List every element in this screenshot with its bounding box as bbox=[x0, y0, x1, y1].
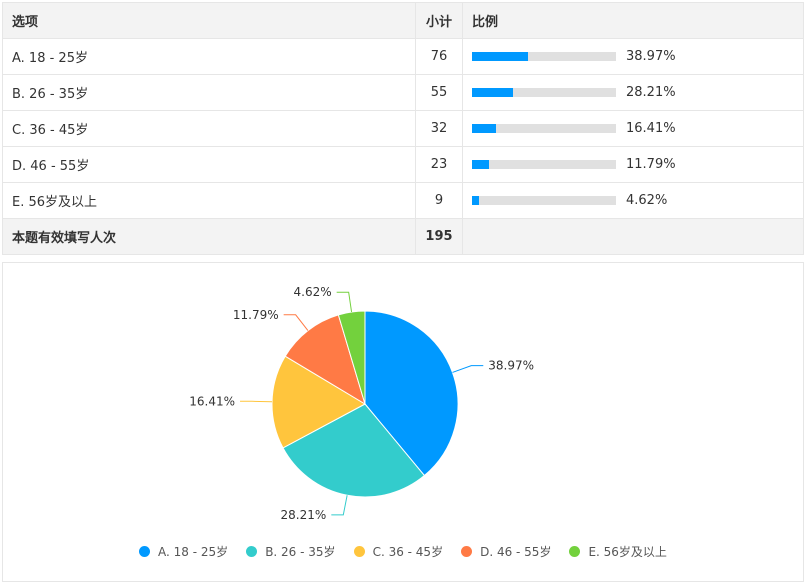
results-table: 选项 小计 比例 A. 18 - 25岁 76 38.97% B. 26 - 35岁 55 2… bbox=[2, 2, 804, 255]
option-count: 23 bbox=[415, 146, 463, 183]
option-percent: 16.41% bbox=[626, 121, 676, 136]
leader-line bbox=[336, 291, 353, 313]
option-percent: 28.21% bbox=[626, 85, 676, 100]
progress-bar bbox=[472, 124, 616, 133]
total-label: 本题有效填写人次 bbox=[2, 218, 416, 255]
progress-fill bbox=[472, 196, 479, 205]
table-row: E. 56岁及以上 9 4.62% bbox=[2, 182, 804, 219]
progress-fill bbox=[472, 124, 496, 133]
slice-label: 4.62% bbox=[294, 285, 332, 299]
table-row: C. 36 - 45岁 32 16.41% bbox=[2, 110, 804, 147]
slice-label: 11.79% bbox=[233, 308, 279, 322]
legend-dot-icon bbox=[246, 546, 258, 557]
pie-slice[interactable] bbox=[282, 403, 426, 498]
progress-fill bbox=[472, 88, 513, 97]
legend-item[interactable]: D. 46 - 55岁 bbox=[461, 543, 551, 560]
legend-label: E. 56岁及以上 bbox=[588, 545, 667, 559]
legend-label: D. 46 - 55岁 bbox=[480, 545, 552, 559]
chart-legend: A. 18 - 25岁 B. 26 - 35岁 C. 36 - 45岁 D. 46 -… bbox=[0, 543, 806, 560]
slice-label: 16.41% bbox=[189, 394, 235, 408]
pie-slice[interactable] bbox=[364, 310, 459, 477]
legend-dot-icon bbox=[461, 546, 473, 557]
option-percent: 4.62% bbox=[626, 193, 668, 208]
legend-dot-icon bbox=[353, 546, 365, 557]
progress-fill bbox=[472, 160, 489, 169]
option-label: E. 56岁及以上 bbox=[2, 182, 416, 219]
table-row: A. 18 - 25岁 76 38.97% bbox=[2, 38, 804, 75]
leader-line bbox=[452, 365, 484, 373]
pie-chart-panel bbox=[2, 262, 804, 582]
legend-item[interactable]: E. 56岁及以上 bbox=[569, 543, 667, 560]
legend-dot-icon bbox=[139, 546, 151, 557]
option-label: C. 36 - 45岁 bbox=[2, 110, 416, 147]
progress-bar bbox=[472, 160, 616, 169]
table-row: D. 46 - 55岁 23 11.79% bbox=[2, 146, 804, 183]
legend-item[interactable]: C. 36 - 45岁 bbox=[353, 543, 444, 560]
slice-label: 28.21% bbox=[281, 508, 327, 522]
legend-label: C. 36 - 45岁 bbox=[372, 545, 444, 559]
legend-dot-icon bbox=[569, 546, 581, 557]
option-label: B. 26 - 35岁 bbox=[2, 74, 416, 111]
progress-bar bbox=[472, 88, 616, 97]
leader-line bbox=[283, 314, 309, 331]
leader-line bbox=[331, 495, 348, 516]
legend-item[interactable]: A. 18 - 25岁 bbox=[139, 543, 228, 560]
option-label: A. 18 - 25岁 bbox=[2, 38, 416, 75]
option-percent: 11.79% bbox=[626, 157, 676, 172]
table-row: B. 26 - 35岁 55 28.21% bbox=[2, 74, 804, 111]
legend-item[interactable]: B. 26 - 35岁 bbox=[246, 543, 336, 560]
pie-slice[interactable] bbox=[337, 310, 366, 405]
legend-label: A. 18 - 25岁 bbox=[158, 545, 229, 559]
pie-slice[interactable] bbox=[284, 314, 366, 406]
legend-label: B. 26 - 35岁 bbox=[265, 545, 336, 559]
slice-label: 38.97% bbox=[488, 359, 534, 373]
progress-bar bbox=[472, 196, 616, 205]
progress-fill bbox=[472, 52, 529, 61]
option-percent: 38.97% bbox=[626, 49, 676, 64]
header-option: 选项 bbox=[2, 2, 416, 39]
progress-bar bbox=[472, 52, 616, 61]
